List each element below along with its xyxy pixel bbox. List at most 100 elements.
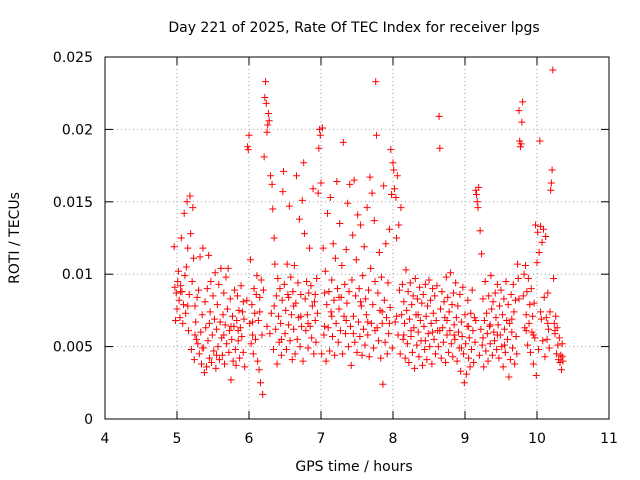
data-point	[197, 328, 205, 336]
data-point	[185, 290, 193, 298]
data-point	[301, 295, 309, 303]
data-point	[428, 360, 436, 368]
data-point	[206, 308, 214, 316]
plot-frame	[104, 56, 610, 420]
data-point	[529, 331, 537, 339]
data-point	[228, 312, 236, 320]
data-point	[232, 361, 240, 369]
y-tick-label: 0.015	[53, 195, 93, 211]
data-point	[244, 143, 252, 151]
data-point	[525, 319, 533, 327]
data-point	[418, 299, 426, 307]
data-point	[336, 220, 344, 228]
data-point	[287, 273, 295, 281]
data-point	[489, 298, 497, 306]
data-point	[480, 363, 488, 371]
data-point	[378, 319, 386, 327]
data-point	[550, 319, 558, 327]
data-point	[266, 330, 274, 338]
data-point	[415, 353, 423, 361]
data-point	[311, 290, 319, 298]
data-point	[465, 334, 473, 342]
data-point	[205, 251, 213, 259]
data-point	[372, 131, 380, 139]
data-point	[313, 275, 321, 283]
data-point	[355, 285, 363, 293]
data-point	[504, 301, 512, 309]
data-point	[237, 282, 245, 290]
data-point	[328, 312, 336, 320]
data-point	[311, 317, 319, 325]
data-point	[435, 112, 443, 120]
data-point	[364, 318, 372, 326]
data-point	[179, 319, 187, 327]
data-point	[358, 351, 366, 359]
data-point	[329, 332, 337, 340]
data-point	[185, 327, 193, 335]
data-point	[349, 312, 357, 320]
data-point	[290, 325, 298, 333]
data-point	[482, 347, 490, 355]
data-point	[207, 277, 215, 285]
data-point	[348, 276, 356, 284]
data-point	[513, 350, 521, 358]
data-point	[523, 288, 531, 296]
data-point	[343, 299, 351, 307]
data-point	[272, 325, 280, 333]
data-point	[172, 317, 180, 325]
data-point	[546, 308, 554, 316]
data-point	[239, 308, 247, 316]
data-point	[490, 328, 498, 336]
data-point	[478, 250, 486, 258]
data-point	[327, 308, 335, 316]
data-point	[349, 231, 357, 239]
data-point	[522, 311, 530, 319]
data-point	[285, 293, 293, 301]
data-point	[533, 259, 541, 267]
data-point	[385, 225, 393, 233]
data-point	[419, 290, 427, 298]
data-point	[205, 354, 213, 362]
data-point	[370, 344, 378, 352]
data-point	[507, 290, 515, 298]
data-point	[487, 272, 495, 280]
data-point	[437, 354, 445, 362]
data-point	[406, 279, 414, 287]
data-point	[371, 327, 379, 335]
data-point	[449, 353, 457, 361]
data-point	[360, 243, 368, 251]
data-point	[473, 191, 481, 199]
data-point	[501, 348, 509, 356]
data-point	[256, 308, 264, 316]
y-tick-label: 0.02	[62, 122, 93, 138]
data-point	[320, 331, 328, 339]
data-point	[280, 280, 288, 288]
data-point	[474, 204, 482, 212]
data-point	[359, 325, 367, 333]
data-point	[363, 204, 371, 212]
data-point	[426, 296, 434, 304]
data-point	[491, 289, 499, 297]
data-point	[213, 301, 221, 309]
data-point	[251, 335, 259, 343]
data-point	[245, 131, 253, 139]
data-point	[479, 295, 487, 303]
data-point	[298, 196, 306, 204]
data-point	[188, 277, 196, 285]
data-point	[233, 292, 241, 300]
data-point	[305, 289, 313, 297]
data-point	[405, 359, 413, 367]
data-point	[269, 345, 277, 353]
data-point	[299, 357, 307, 365]
data-point	[339, 350, 347, 358]
x-tick-label: 9	[461, 431, 470, 447]
data-point	[282, 345, 290, 353]
data-point	[493, 331, 501, 339]
data-points	[170, 66, 567, 398]
data-point	[444, 293, 452, 301]
data-point	[491, 337, 499, 345]
data-point	[555, 334, 563, 342]
data-point	[496, 302, 504, 310]
data-point	[196, 253, 204, 261]
